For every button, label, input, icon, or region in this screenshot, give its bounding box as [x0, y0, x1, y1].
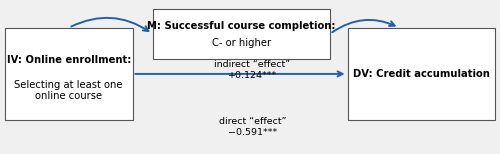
Text: direct “effect”
−0.591***: direct “effect” −0.591*** [219, 117, 286, 137]
Text: C- or higher: C- or higher [212, 38, 271, 48]
Text: indirect “effect”
+0.124***: indirect “effect” +0.124*** [214, 60, 290, 80]
Text: M: Successful course completion:: M: Successful course completion: [147, 22, 336, 31]
Text: IV: Online enrollment:: IV: Online enrollment: [6, 55, 131, 65]
FancyBboxPatch shape [5, 28, 132, 120]
FancyBboxPatch shape [152, 9, 330, 59]
Text: Selecting at least one
online course: Selecting at least one online course [14, 80, 123, 101]
Text: DV: Credit accumulation: DV: Credit accumulation [353, 69, 490, 79]
FancyBboxPatch shape [348, 28, 495, 120]
